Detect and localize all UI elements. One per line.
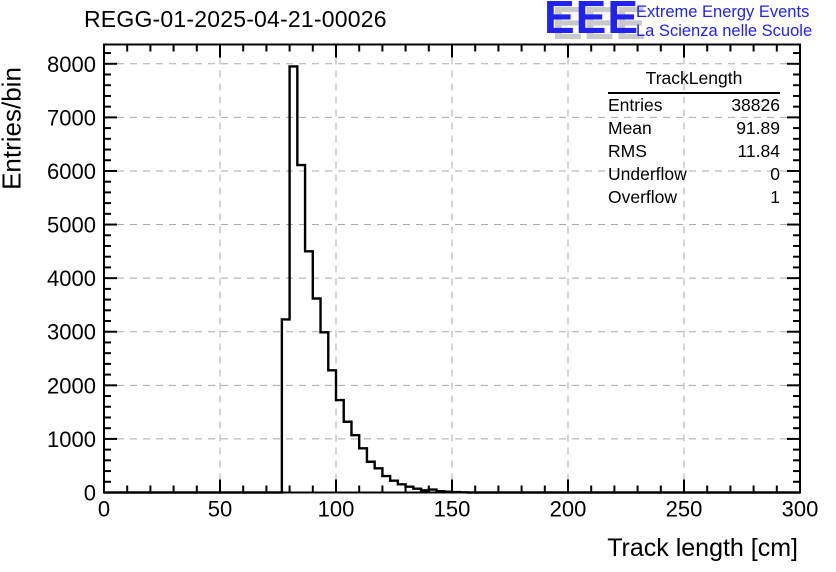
stats-value: 0 (770, 164, 780, 184)
histogram-series (104, 65, 800, 494)
y-tick-label: 4000 (47, 266, 96, 291)
stats-label: Underflow (608, 164, 687, 184)
eee-logo-text-line2: La Scienza nelle Scuole (636, 21, 813, 40)
x-axis-title: Track length [cm] (607, 534, 798, 562)
eee-logo-mark: EEE (544, 0, 640, 43)
stats-row: Mean 91.89 (608, 117, 780, 140)
y-tick-label: 6000 (47, 159, 96, 184)
stats-box-title: TrackLength (608, 68, 780, 94)
stats-value: 1 (770, 187, 780, 207)
eee-logo-text: Extreme Energy Events La Scienza nelle S… (636, 3, 812, 40)
histogram-title: REGG-01-2025-04-21-00026 (84, 6, 387, 32)
stats-label: Overflow (608, 187, 678, 207)
stats-box-rows: Entries 38826 Mean 91.89 RMS 11.84 Underflow 0 O… (608, 94, 780, 209)
y-tick-labels: 0 1000 2000 3000 4000 5000 6000 7000 8000 (47, 52, 96, 506)
y-tick-label: 2000 (47, 373, 96, 398)
x-tick-label: 250 (666, 497, 703, 522)
x-tick-label: 0 (98, 497, 110, 522)
stats-label: RMS (608, 141, 647, 161)
axis-ticks (103, 44, 801, 494)
stats-box: TrackLength Entries 38826 Mean 91.89 RMS 11.8… (608, 68, 780, 209)
stats-row: Underflow 0 (608, 163, 780, 186)
stats-value: 38826 (731, 95, 780, 115)
stats-row: RMS 11.84 (608, 140, 780, 163)
eee-logo: EEE Extreme Energy Events La Scienza nel… (544, 0, 836, 44)
x-tick-labels: 0 50 100 150 200 250 300 (98, 497, 818, 522)
x-tick-label: 200 (550, 497, 587, 522)
y-tick-label: 1000 (47, 427, 96, 452)
grid-lines (104, 44, 800, 493)
stats-label: Mean (608, 118, 652, 138)
y-tick-label: 7000 (47, 105, 96, 130)
x-tick-label: 150 (434, 497, 471, 522)
x-tick-label: 100 (318, 497, 355, 522)
stats-row: Entries 38826 (608, 94, 780, 117)
x-tick-label: 50 (208, 497, 232, 522)
y-axis-title: Entries/bin (0, 67, 27, 190)
x-tick-label: 300 (782, 497, 819, 522)
stats-value: 11.84 (737, 141, 781, 161)
y-tick-label: 0 (84, 481, 96, 506)
histogram-step-line (104, 65, 800, 494)
y-tick-label: 3000 (47, 320, 96, 345)
stats-value: 91.89 (736, 118, 780, 138)
y-tick-label: 8000 (47, 52, 96, 77)
y-tick-label: 5000 (47, 213, 96, 238)
eee-logo-text-line1: Extreme Energy Events (636, 3, 810, 21)
stats-row: Overflow 1 (608, 186, 780, 209)
stats-label: Entries (608, 95, 663, 115)
